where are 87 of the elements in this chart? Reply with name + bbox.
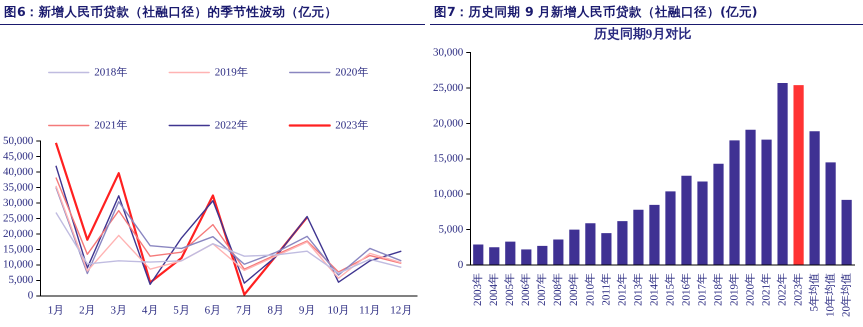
bar [505, 242, 516, 264]
x-tick-label: 2月 [79, 304, 96, 316]
y-tick-label: 20,000 [3, 228, 34, 240]
x-tick-label: 2021年 [760, 273, 772, 306]
legend-label: 2020年 [335, 66, 368, 78]
bar [761, 140, 772, 264]
bar [489, 247, 500, 264]
x-tick-label: 2010年 [584, 273, 596, 306]
bar [553, 240, 564, 264]
x-tick-label: 2016年 [680, 273, 692, 306]
x-tick-label: 2014年 [648, 273, 660, 306]
bar [521, 249, 532, 264]
y-tick-label: 20,000 [433, 117, 464, 130]
bar [713, 164, 724, 264]
x-tick-label: 10月 [328, 304, 350, 316]
x-tick-label: 2023年 [792, 273, 804, 306]
x-tick-label: 2005年 [504, 273, 516, 306]
y-tick-label: 25,000 [3, 212, 34, 224]
x-tick-label: 2017年 [696, 273, 708, 306]
x-tick-label: 2007年 [536, 273, 548, 306]
bar [633, 210, 644, 264]
bar [697, 181, 708, 264]
x-tick-label: 2011年 [600, 273, 612, 306]
bar [729, 140, 740, 264]
x-tick-label: 3月 [110, 304, 127, 316]
y-tick-label: 25,000 [433, 82, 464, 94]
y-tick-label: 0 [458, 258, 464, 271]
x-tick-label: 2020年 [744, 273, 756, 306]
y-tick-label: 10,000 [433, 188, 464, 200]
legend-label: 2018年 [94, 66, 128, 78]
bar [649, 204, 660, 264]
x-tick-label: 2008年 [552, 273, 564, 306]
x-tick-label: 2004年 [488, 273, 500, 306]
bar [617, 221, 628, 264]
bar [777, 83, 788, 264]
y-tick-label: 45,000 [3, 150, 34, 162]
x-tick-label: 2003年 [472, 273, 484, 306]
y-tick-label: 10,000 [3, 258, 34, 271]
x-tick-label: 2006年 [520, 273, 532, 306]
bar [826, 162, 836, 264]
bar [745, 130, 756, 264]
y-tick-label: 40,000 [3, 166, 34, 178]
x-tick-label: 10年均值 [824, 273, 837, 317]
x-tick-label: 2018年 [712, 273, 724, 306]
x-tick-label: 2022年 [776, 273, 788, 306]
x-tick-label: 8月 [267, 304, 284, 316]
bar [681, 176, 692, 264]
chart-title: 图6：新增人民币贷款（社融口径）的季节性波动（亿元） [0, 0, 425, 25]
bar [809, 131, 820, 264]
y-tick-label: 5,000 [438, 223, 464, 236]
x-tick-label: 11月 [359, 304, 381, 316]
x-tick-label: 7月 [236, 304, 253, 316]
x-tick-label: 4月 [142, 304, 158, 316]
bar [793, 85, 804, 264]
bar [665, 191, 676, 264]
y-tick-label: 0 [28, 290, 34, 302]
x-tick-label: 12月 [390, 304, 412, 316]
x-tick-label: 5年均值 [808, 273, 820, 312]
legend-label: 2021年 [94, 119, 128, 132]
y-tick-label: 30,000 [433, 46, 464, 58]
y-tick-label: 15,000 [433, 152, 464, 165]
x-tick-label: 2009年 [568, 273, 580, 306]
legend-label: 2022年 [214, 119, 248, 132]
x-tick-label: 1月 [48, 304, 64, 316]
chart-title: 图7：历史同期 9 月新增人民币贷款（社融口径）(亿元) [430, 0, 863, 25]
y-tick-label: 30,000 [3, 196, 34, 209]
legend-label: 2019年 [214, 66, 248, 78]
x-tick-label: 9月 [298, 304, 316, 316]
x-tick-label: 2013年 [632, 273, 644, 306]
y-tick-label: 5,000 [8, 274, 34, 286]
bar [569, 230, 580, 264]
x-tick-label: 6月 [204, 304, 222, 316]
x-tick-label: 5月 [173, 304, 190, 316]
y-tick-label: 35,000 [3, 181, 34, 194]
x-tick-label: 20年均值 [840, 273, 853, 317]
bar [601, 233, 612, 264]
x-tick-label: 2015年 [664, 273, 676, 306]
chart-subtitle: 历史同期9月对比 [592, 26, 692, 42]
bar [842, 200, 852, 264]
x-tick-label: 2019年 [728, 273, 740, 306]
bar [537, 246, 548, 264]
y-tick-label: 15,000 [3, 243, 34, 256]
legend-label: 2023年 [335, 119, 368, 132]
bar [473, 244, 484, 264]
bar [585, 223, 596, 264]
y-tick-label: 50,000 [3, 134, 34, 147]
x-tick-label: 2012年 [616, 273, 628, 306]
